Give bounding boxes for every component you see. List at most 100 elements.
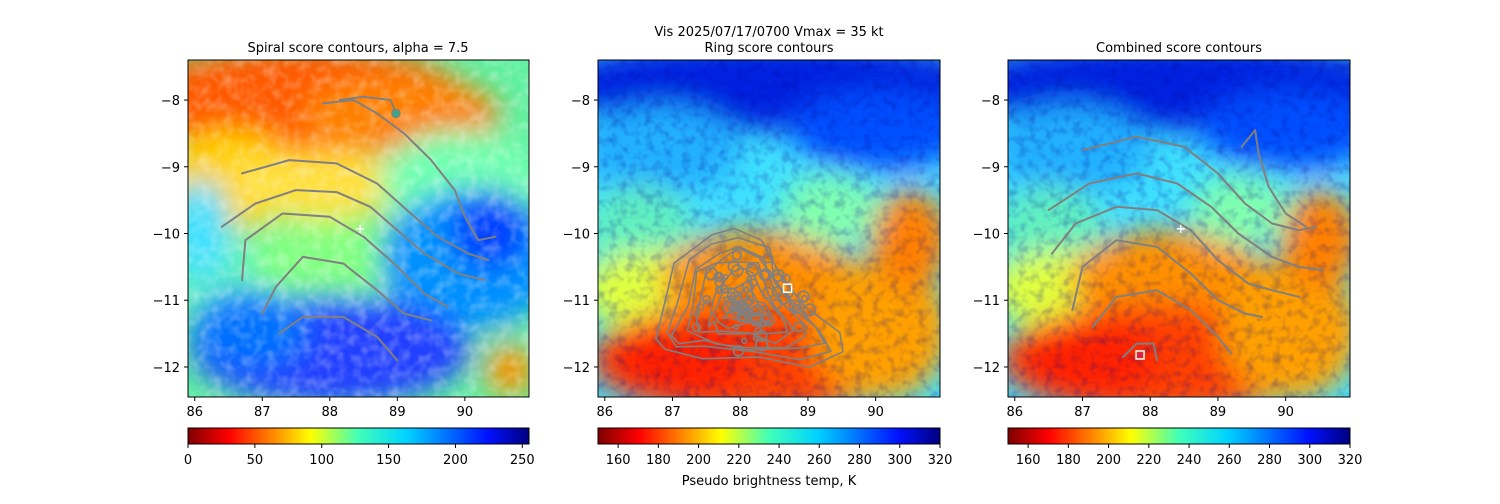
x-tick-label: 86 (1006, 405, 1023, 420)
score-contour (1071, 239, 1263, 318)
x-tick-label: 86 (596, 405, 613, 420)
x-tick-label: 88 (1142, 405, 1159, 420)
ring-score-contour (793, 321, 804, 333)
ring-score-contour (765, 319, 772, 326)
score-contour (338, 95, 397, 115)
score-contour (1051, 205, 1301, 298)
ring-score-contour (755, 329, 768, 342)
colorbar-tick-label: 150 (376, 453, 401, 468)
center-dot-marker (1137, 352, 1143, 358)
ring-score-contour (741, 337, 748, 345)
y-tick-label: −8 (161, 94, 180, 109)
y-tick-label: −8 (981, 94, 1000, 109)
y-tick-label: −12 (153, 361, 180, 376)
y-tick-label: −10 (973, 228, 1000, 243)
y-tick-label: −11 (563, 294, 590, 309)
ring-score-contour (729, 290, 743, 304)
colorbar-tick-label: 220 (726, 453, 751, 468)
colorbar-tick-label: 220 (1136, 453, 1161, 468)
ring-score-contour (737, 308, 751, 322)
score-contour (241, 212, 449, 308)
ring-score-contour (727, 260, 740, 273)
center-square-marker (782, 283, 793, 293)
colorbar-label-ring: Pseudo brightness temp, K (682, 474, 857, 489)
ring-score-contour (741, 281, 754, 294)
x-tick-label: 90 (1277, 405, 1294, 420)
ring-score-contour (761, 286, 775, 300)
ring-score-contour (740, 307, 752, 318)
panel-ring: Ring score contours 86 87 88 89 90 −8 −9 −10 −11 (563, 41, 953, 489)
y-tick-label: −9 (571, 161, 590, 176)
colorbar-tick-label: 240 (1177, 453, 1202, 468)
y-tick-label: −8 (571, 94, 590, 109)
ring-score-contour (770, 298, 782, 310)
score-contour (1240, 129, 1307, 228)
x-tick-label: 89 (1210, 405, 1227, 420)
ring-score-contour (691, 322, 702, 333)
heatmap-combined (1008, 60, 1350, 397)
panel-title-combined: Combined score contours (1096, 41, 1262, 56)
score-contour (261, 255, 433, 322)
ring-score-contour (762, 252, 774, 264)
center-plus-marker (356, 224, 365, 233)
y-tick-label: −9 (981, 161, 1000, 176)
ring-score-contour (761, 314, 771, 324)
ring-score-contour (745, 263, 760, 277)
x-tick-label: 86 (186, 405, 203, 420)
ring-score-contour (731, 249, 743, 261)
score-contour (241, 159, 490, 262)
x-tick-label: 87 (254, 405, 271, 420)
y-tick-label: −11 (973, 294, 1000, 309)
y-tick-label: −11 (153, 294, 180, 309)
ring-score-contour (755, 338, 769, 352)
y-tick-label: −12 (563, 361, 590, 376)
center-square-marker (1135, 350, 1145, 360)
panel-title-spiral: Spiral score contours, alpha = 7.5 (247, 41, 468, 56)
colorbar-tick-label: 300 (1297, 453, 1322, 468)
ring-score-contour (746, 275, 753, 282)
ring-score-contour (722, 301, 736, 314)
ring-score-contour (696, 261, 795, 345)
score-contour (278, 315, 399, 362)
ring-score-contour (780, 273, 791, 284)
colorbar-tick-label: 260 (1217, 453, 1242, 468)
x-tick-label: 89 (800, 405, 817, 420)
ring-score-contour (729, 302, 740, 313)
ring-score-contour (803, 303, 817, 317)
ring-score-contour (738, 300, 745, 307)
ring-score-contour (702, 295, 712, 305)
colorbar-tick-label: 200 (686, 453, 711, 468)
colorbar-tick-label: 160 (606, 453, 631, 468)
x-tick-label: 87 (664, 405, 681, 420)
panel-title-ring: Ring score contours (704, 41, 833, 56)
ring-score-contour (791, 303, 803, 315)
colorbar-tick-label: 100 (309, 453, 334, 468)
x-tick-label: 89 (389, 405, 406, 420)
ring-score-contour (719, 284, 729, 294)
heatmap-spiral (188, 60, 529, 397)
ring-score-contour (726, 288, 739, 300)
x-tick-label: 90 (457, 405, 474, 420)
score-contour (322, 99, 497, 242)
heatmap-ring (598, 60, 940, 397)
y-tick-label: −12 (973, 361, 1000, 376)
colorbar-tick-label: 160 (1016, 453, 1041, 468)
ring-score-contour (707, 267, 789, 335)
colorbar-tick-label: 280 (1257, 453, 1282, 468)
colorbar-tick-label: 240 (767, 453, 792, 468)
colorbar-tick-label: 0 (184, 453, 192, 468)
y-tick-label: −9 (161, 161, 180, 176)
colorbar-tick-label: 320 (1338, 453, 1363, 468)
figure-suptitle: Vis 2025/07/17/0700 Vmax = 35 kt (654, 25, 883, 40)
ring-score-contour (751, 303, 765, 317)
ring-score-contour (733, 323, 740, 330)
x-tick-label: 90 (867, 405, 884, 420)
score-contour (1091, 289, 1233, 355)
colorbar-tick-label: 300 (887, 453, 912, 468)
panel-combined: Combined score contours 86 87 88 89 90−8−9−1 (973, 41, 1363, 468)
colorbar-tick-label: 260 (807, 453, 832, 468)
y-tick-label: −10 (153, 228, 180, 243)
ring-score-contour (714, 277, 725, 288)
colorbar-tick-label: 180 (646, 453, 671, 468)
colorbar-tick-label: 250 (510, 453, 535, 468)
